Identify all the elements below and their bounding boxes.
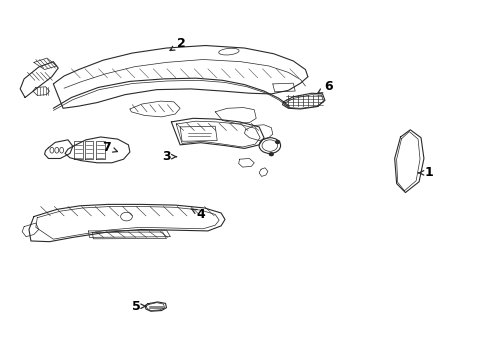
- Text: 2: 2: [170, 37, 185, 50]
- Text: 6: 6: [317, 80, 332, 93]
- Text: 7: 7: [102, 141, 117, 154]
- Circle shape: [275, 140, 279, 143]
- Text: 4: 4: [191, 208, 204, 221]
- Text: 1: 1: [418, 166, 432, 179]
- Text: 5: 5: [132, 300, 146, 313]
- Circle shape: [269, 153, 273, 156]
- Text: 3: 3: [162, 150, 176, 163]
